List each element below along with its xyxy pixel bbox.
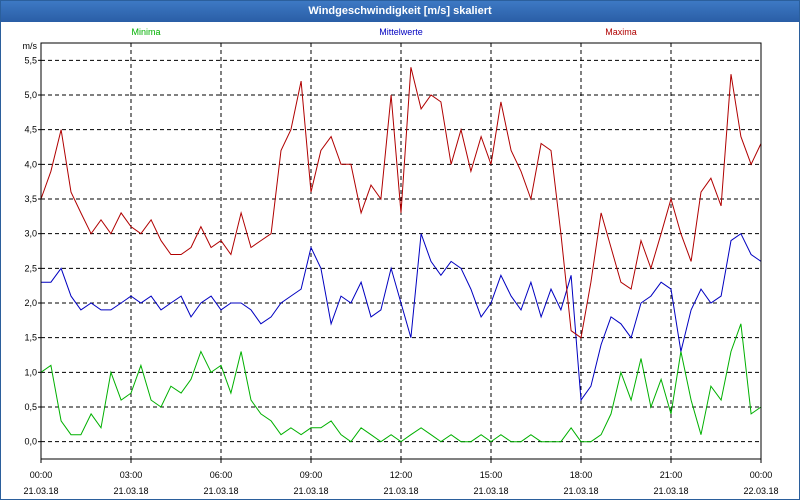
x-tick-date-label: 21.03.18: [653, 486, 688, 496]
series-group: [40, 67, 762, 443]
x-tick-time-label: 18:00: [570, 470, 593, 480]
legend-maxima: Maxima: [605, 27, 637, 37]
y-axis-label: m/s: [23, 41, 38, 51]
x-tick-time-label: 09:00: [300, 470, 323, 480]
x-tick-date-label: 21.03.18: [563, 486, 598, 496]
series-line-maxima: [40, 67, 762, 339]
grid-lines: [41, 43, 761, 459]
x-tick-time-label: 12:00: [390, 470, 413, 480]
y-tick-label: 1,5: [24, 333, 37, 343]
y-tick-label: 0,5: [24, 402, 37, 412]
series-line-minima: [40, 323, 762, 443]
x-tick-time-label: 03:00: [120, 470, 143, 480]
x-tick-date-label: 21.03.18: [113, 486, 148, 496]
y-tick-label: 4,0: [24, 159, 37, 169]
x-tick-date-label: 22.03.18: [743, 486, 778, 496]
y-tick-label: 5,5: [24, 55, 37, 65]
y-tick-label: 4,5: [24, 125, 37, 135]
x-tick-date-label: 21.03.18: [473, 486, 508, 496]
y-tick-label: 3,5: [24, 194, 37, 204]
legend-mittelwerte: Mittelwerte: [379, 27, 423, 37]
x-tick-time-label: 06:00: [210, 470, 233, 480]
y-tick-label: 2,5: [24, 263, 37, 273]
x-tick-date-label: 21.03.18: [293, 486, 328, 496]
y-tick-label: 3,0: [24, 229, 37, 239]
legend: Minima Mittelwerte Maxima: [131, 27, 636, 37]
y-tick-label: 2,0: [24, 298, 37, 308]
y-tick-label: 0,0: [24, 437, 37, 447]
series-line-mittelwerte: [41, 232, 762, 402]
y-tick-label: 1,0: [24, 367, 37, 377]
x-tick-date-label: 21.03.18: [383, 486, 418, 496]
axes: 0,0 0,5 1,0 1,5 2,0 2,5 3,0 3,5 4,0 4,5 5,0 5,5 m/s 0…: [23, 41, 779, 496]
x-tick-time-label: 00:00: [30, 470, 53, 480]
x-tick-date-label: 21.03.18: [23, 486, 58, 496]
x-tick-time-label: 15:00: [480, 470, 503, 480]
window-title: Windgeschwindigkeit [m/s] skaliert: [1, 1, 799, 22]
y-tick-label: 5,0: [24, 90, 37, 100]
x-tick-date-label: 21.03.18: [203, 486, 238, 496]
x-tick-time-label: 00:00: [750, 470, 773, 480]
legend-minima: Minima: [131, 27, 160, 37]
x-tick-time-label: 21:00: [660, 470, 683, 480]
